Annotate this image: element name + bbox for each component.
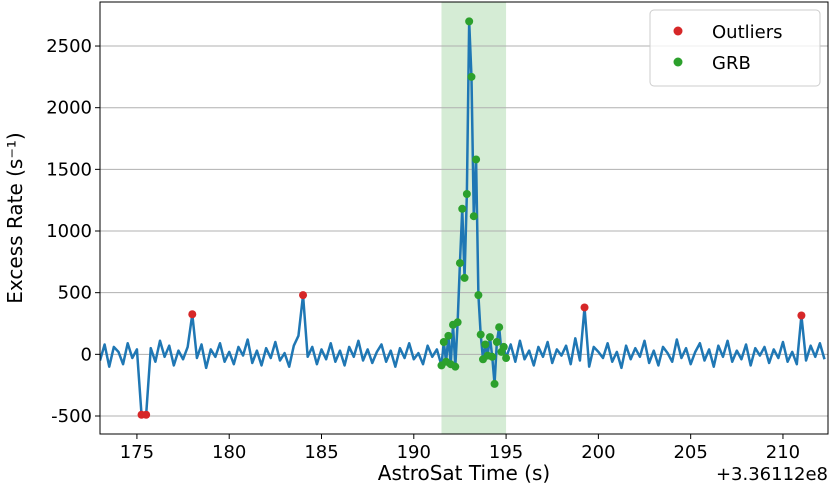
x-offset-label: +3.36112e8 — [716, 464, 828, 485]
point — [299, 291, 308, 300]
legend-label: GRB — [712, 53, 751, 74]
point — [469, 212, 478, 221]
data-line — [100, 20, 826, 417]
legend-marker — [673, 57, 683, 67]
point — [188, 310, 197, 319]
point — [467, 72, 476, 81]
point — [485, 333, 494, 342]
point — [451, 362, 460, 371]
point — [474, 291, 483, 300]
x-tick-label: 200 — [581, 442, 615, 463]
x-tick-label: 185 — [304, 442, 338, 463]
x-tick-label: 175 — [120, 442, 154, 463]
plot-frame — [99, 1, 829, 435]
x-tick-label: 210 — [766, 442, 800, 463]
x-tick-label: 205 — [673, 442, 707, 463]
legend-marker — [673, 26, 683, 36]
x-tick-label: 190 — [397, 442, 431, 463]
point — [481, 340, 490, 349]
y-tick-label: 1500 — [46, 159, 92, 180]
x-tick-label: 195 — [489, 442, 523, 463]
point — [495, 323, 504, 332]
point — [488, 352, 497, 361]
point — [465, 17, 474, 26]
point — [455, 259, 464, 268]
y-tick-label: 500 — [58, 283, 92, 304]
point — [499, 342, 508, 351]
point — [142, 410, 151, 419]
point — [490, 379, 499, 388]
y-tick-label: -500 — [51, 406, 92, 427]
point — [472, 155, 481, 164]
y-tick-label: 0 — [81, 344, 92, 365]
legend-box — [649, 9, 821, 87]
point — [492, 338, 501, 347]
point — [502, 354, 511, 363]
point — [458, 204, 467, 213]
point — [580, 303, 589, 312]
point — [797, 311, 806, 320]
point — [460, 273, 469, 282]
y-axis-label: Excess Rate (s⁻¹) — [3, 132, 27, 303]
x-tick-label: 180 — [212, 442, 246, 463]
y-tick-label: 2500 — [46, 36, 92, 57]
point — [444, 331, 453, 340]
point — [439, 338, 448, 347]
y-tick-label: 2000 — [46, 98, 92, 119]
point — [476, 330, 485, 339]
legend-label: Outliers — [712, 22, 783, 43]
y-tick-label: 1000 — [46, 221, 92, 242]
point — [453, 318, 462, 327]
x-axis-label: AstroSat Time (s) — [378, 461, 550, 485]
point — [462, 190, 471, 199]
